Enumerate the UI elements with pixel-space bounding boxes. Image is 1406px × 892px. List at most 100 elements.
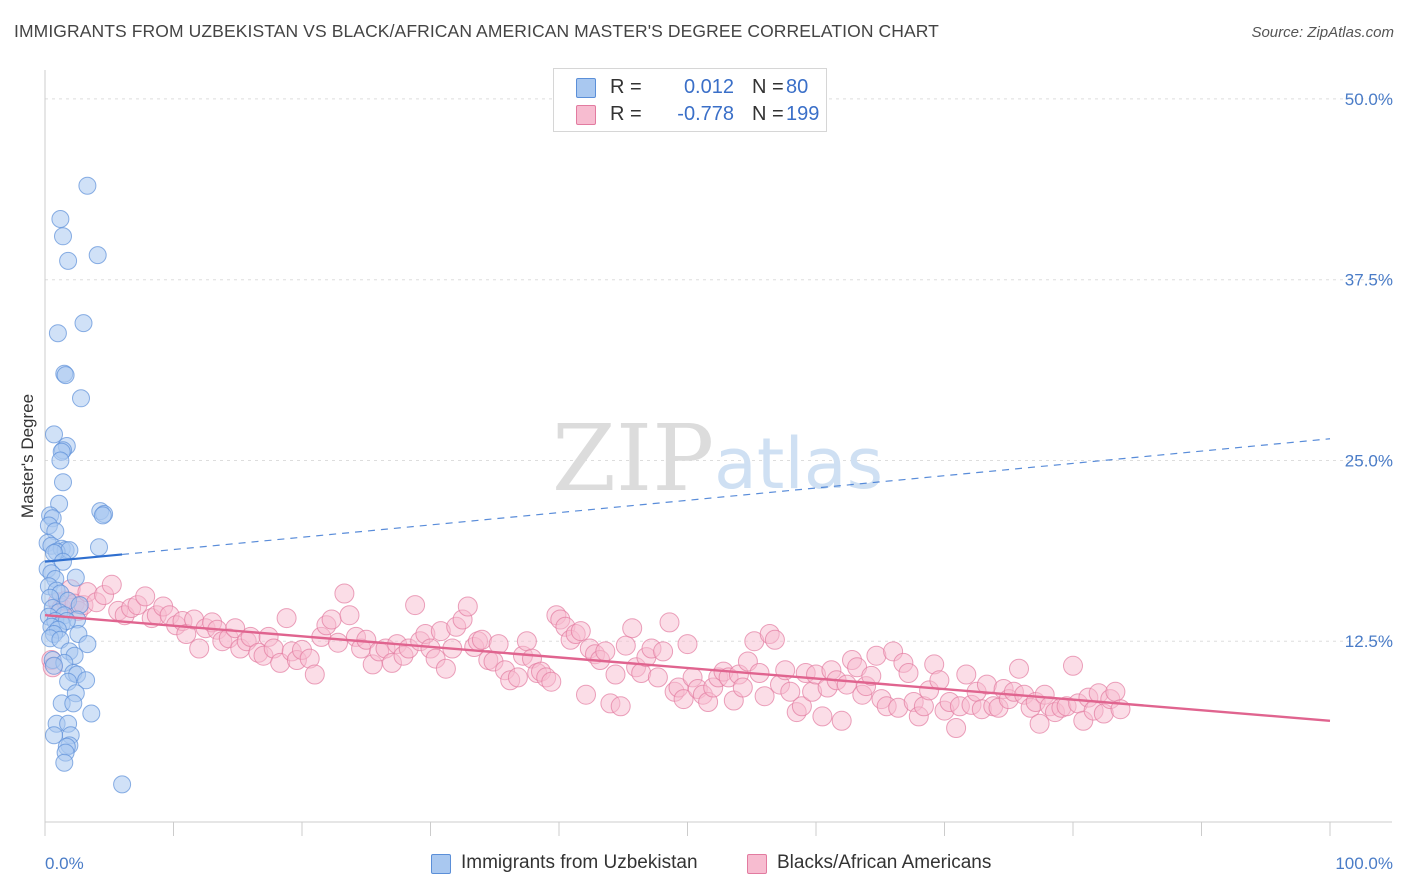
- point-black-african-american: [812, 706, 833, 727]
- x-tick-label: 100.0%: [1335, 854, 1393, 873]
- point-black-african-american: [304, 664, 325, 685]
- watermark-zip: ZIP: [552, 405, 714, 512]
- point-black-african-american: [677, 634, 698, 655]
- legend-r-value: -0.778: [677, 103, 734, 125]
- point-black-african-american: [1009, 658, 1029, 679]
- point-black-african-american: [435, 658, 456, 679]
- point-black-african-american: [189, 638, 210, 659]
- y-tick-label: 12.5%: [1345, 632, 1393, 651]
- series-uzbekistan-points: [38, 176, 132, 794]
- watermark-atlas: atlas: [714, 423, 883, 505]
- legend-r-label: R =: [610, 76, 642, 98]
- point-black-african-american: [622, 618, 643, 639]
- legend-n-value: 80: [786, 76, 809, 98]
- point-uzbekistan: [59, 251, 78, 270]
- point-uzbekistan: [45, 656, 63, 675]
- point-uzbekistan: [64, 694, 83, 713]
- point-uzbekistan: [82, 704, 101, 723]
- source-label: Source: ZipAtlas.com: [1251, 24, 1394, 41]
- point-uzbekistan: [54, 227, 72, 246]
- legend-swatch-black-african-american: [576, 105, 596, 125]
- stats-legend: R = 0.012 N = 80 R = -0.778 N = 199: [553, 68, 827, 132]
- point-black-african-american: [898, 663, 919, 683]
- point-black-african-american: [1029, 713, 1050, 734]
- point-uzbekistan: [51, 451, 70, 470]
- bottom-legend-swatch-uzbekistan: [431, 854, 451, 874]
- chart-title: IMMIGRANTS FROM UZBEKISTAN VS BLACK/AFRI…: [14, 21, 939, 41]
- point-black-african-american: [866, 645, 887, 666]
- bottom-legend-label-black-african-american: Blacks/African Americans: [777, 852, 992, 873]
- series-black-african-american-points: [41, 574, 1131, 738]
- point-black-african-american: [946, 718, 967, 738]
- point-black-african-american: [471, 629, 492, 650]
- trend-lines: [44, 438, 1331, 722]
- grid-lines: [45, 98, 1392, 642]
- axes: [44, 70, 1392, 836]
- legend-swatch-uzbekistan: [576, 78, 596, 98]
- y-axis-title: Master's Degree: [18, 394, 37, 518]
- point-black-african-american: [507, 667, 528, 688]
- point-uzbekistan: [45, 425, 63, 444]
- point-black-african-american: [956, 664, 977, 685]
- point-uzbekistan: [77, 671, 96, 690]
- point-black-african-american: [659, 612, 680, 633]
- tick-labels: 12.5% 25.0% 37.5% 50.0% 0.0% 100.0%: [45, 90, 1393, 873]
- point-uzbekistan: [93, 506, 112, 525]
- point-uzbekistan: [113, 775, 132, 794]
- point-uzbekistan: [78, 635, 97, 654]
- point-black-african-american: [570, 621, 591, 642]
- point-black-african-american: [225, 618, 246, 639]
- trend-line-uzbekistan: [44, 553, 123, 563]
- point-black-african-american: [831, 710, 852, 731]
- legend-n-label: N =: [752, 76, 784, 98]
- point-black-african-american: [605, 664, 626, 685]
- bottom-legend-label-uzbekistan: Immigrants from Uzbekistan: [461, 852, 698, 873]
- point-black-african-american: [615, 635, 636, 656]
- point-black-african-american: [1063, 655, 1083, 676]
- point-uzbekistan: [72, 389, 90, 408]
- point-uzbekistan: [90, 538, 108, 557]
- point-black-african-american: [405, 595, 426, 616]
- point-black-african-american: [334, 583, 355, 604]
- point-uzbekistan: [78, 176, 97, 195]
- bottom-legend-swatch-black-african-american: [747, 854, 767, 874]
- point-black-african-american: [673, 689, 694, 710]
- point-black-african-american: [328, 632, 348, 653]
- point-black-african-american: [754, 686, 775, 707]
- point-black-african-american: [457, 596, 478, 617]
- point-black-african-american: [1105, 681, 1126, 702]
- point-uzbekistan: [56, 366, 75, 385]
- point-black-african-american: [791, 696, 812, 717]
- point-uzbekistan: [48, 324, 67, 343]
- y-tick-label: 37.5%: [1345, 271, 1393, 290]
- legend-r-label: R =: [610, 103, 642, 125]
- point-black-african-american: [647, 667, 668, 688]
- point-black-african-american: [541, 671, 562, 692]
- legend-n-value: 199: [786, 103, 820, 125]
- point-black-african-american: [339, 605, 360, 626]
- point-black-african-american: [861, 665, 882, 686]
- point-black-african-american: [732, 677, 753, 698]
- point-uzbekistan: [66, 568, 85, 587]
- trend-line-black-african-american: [44, 614, 1331, 722]
- y-tick-label: 25.0%: [1345, 451, 1393, 470]
- point-black-african-american: [516, 631, 537, 652]
- point-uzbekistan: [74, 314, 93, 333]
- legend-n-label: N =: [752, 103, 784, 125]
- point-uzbekistan: [54, 473, 72, 492]
- point-black-african-american: [101, 574, 122, 595]
- y-tick-label: 50.0%: [1345, 90, 1393, 109]
- point-uzbekistan: [55, 753, 74, 772]
- point-black-african-american: [764, 629, 785, 650]
- point-black-african-american: [135, 586, 156, 607]
- point-uzbekistan: [88, 246, 107, 265]
- point-uzbekistan: [51, 210, 70, 228]
- point-black-african-american: [595, 641, 616, 662]
- point-black-african-american: [653, 641, 674, 662]
- watermark: ZIP atlas: [552, 405, 883, 512]
- point-black-african-american: [780, 681, 801, 702]
- point-uzbekistan: [45, 726, 63, 745]
- legend-r-value: 0.012: [683, 76, 734, 98]
- point-black-african-american: [321, 609, 342, 630]
